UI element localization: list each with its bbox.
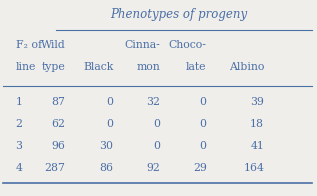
- Text: Phenotypes of progeny: Phenotypes of progeny: [110, 8, 247, 21]
- Text: 96: 96: [51, 141, 65, 151]
- Text: 62: 62: [51, 119, 65, 129]
- Text: 87: 87: [51, 97, 65, 107]
- Text: 32: 32: [146, 97, 160, 107]
- Text: 0: 0: [153, 141, 160, 151]
- Text: type: type: [42, 63, 65, 73]
- Text: 0: 0: [107, 119, 113, 129]
- Text: Cinna-: Cinna-: [124, 40, 160, 50]
- Text: 287: 287: [44, 163, 65, 173]
- Text: 39: 39: [250, 97, 264, 107]
- Text: 0: 0: [153, 119, 160, 129]
- Text: 30: 30: [100, 141, 113, 151]
- Text: 0: 0: [200, 119, 207, 129]
- Text: 3: 3: [16, 141, 23, 151]
- Text: Wild: Wild: [41, 40, 65, 50]
- Text: late: late: [186, 63, 207, 73]
- Text: mon: mon: [136, 63, 160, 73]
- Text: 92: 92: [146, 163, 160, 173]
- Text: 4: 4: [16, 163, 23, 173]
- Text: 1: 1: [16, 97, 23, 107]
- Text: 164: 164: [243, 163, 264, 173]
- Text: F₂ of: F₂ of: [16, 40, 42, 50]
- Text: 0: 0: [200, 97, 207, 107]
- Text: 18: 18: [250, 119, 264, 129]
- Text: Choco-: Choco-: [169, 40, 207, 50]
- Text: Albino: Albino: [229, 63, 264, 73]
- Text: 86: 86: [100, 163, 113, 173]
- Text: 0: 0: [107, 97, 113, 107]
- Text: 0: 0: [200, 141, 207, 151]
- Text: 2: 2: [16, 119, 23, 129]
- Text: 29: 29: [193, 163, 207, 173]
- Text: line: line: [16, 63, 36, 73]
- Text: Black: Black: [83, 63, 113, 73]
- Text: 41: 41: [250, 141, 264, 151]
